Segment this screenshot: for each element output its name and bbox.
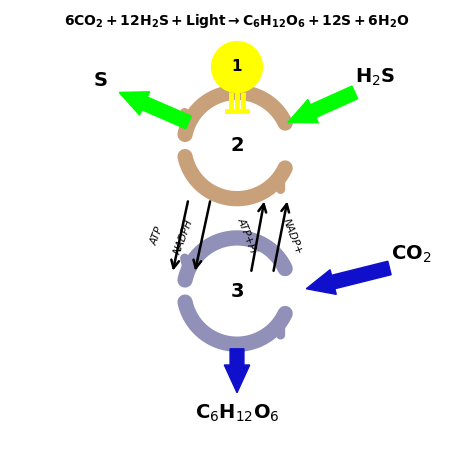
Text: C$_6$H$_{12}$O$_6$: C$_6$H$_{12}$O$_6$: [195, 403, 279, 424]
Text: NADP+: NADP+: [281, 217, 304, 256]
FancyArrow shape: [306, 261, 391, 294]
FancyArrow shape: [288, 86, 358, 123]
FancyArrow shape: [224, 349, 250, 393]
Text: 1: 1: [232, 60, 242, 74]
Text: CO$_2$: CO$_2$: [392, 243, 432, 265]
Text: 3: 3: [230, 281, 244, 301]
Text: S: S: [94, 71, 108, 91]
Text: ATP+Pi: ATP+Pi: [236, 217, 258, 255]
Text: 2: 2: [230, 136, 244, 155]
Text: NADPH: NADPH: [173, 218, 195, 255]
Circle shape: [211, 42, 263, 92]
Text: $\mathbf{6CO_2 + 12H_2S + Light \rightarrow C_6H_{12}O_6 + 12S + 6H_2O}$: $\mathbf{6CO_2 + 12H_2S + Light \rightar…: [64, 12, 410, 30]
Text: H$_2$S: H$_2$S: [356, 67, 396, 88]
Text: ATP: ATP: [149, 225, 165, 246]
FancyArrow shape: [119, 92, 191, 129]
